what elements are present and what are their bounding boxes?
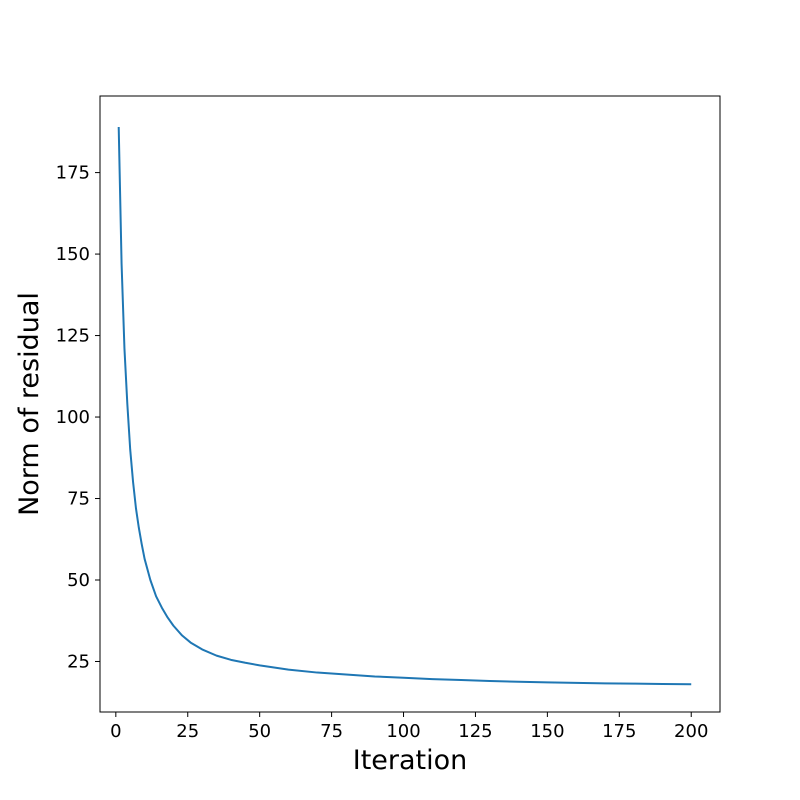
y-axis: 25 50 75 100 125 150 175 [56,163,100,672]
y-tick-label: 25 [67,651,90,672]
y-tick-label: 125 [56,326,90,347]
y-tick-label: 175 [56,163,90,184]
x-tick-label: 150 [530,721,564,742]
x-tick-label: 200 [674,721,708,742]
x-tick-label: 0 [110,721,121,742]
y-tick-label: 100 [56,407,90,428]
x-tick-label: 100 [386,721,420,742]
x-tick-label: 75 [320,721,343,742]
plot-area [100,96,720,712]
plot-frame [99,95,721,713]
x-tick-label: 175 [602,721,636,742]
y-tick-label: 50 [67,570,90,591]
x-tick-label: 125 [458,721,492,742]
y-tick-label: 150 [56,244,90,265]
x-tick-label: 50 [248,721,271,742]
y-tick-label: 75 [67,489,90,510]
x-axis: 0 25 50 75 100 125 150 175 200 [110,712,708,742]
x-tick-label: 25 [176,721,199,742]
series-layer [117,126,692,686]
x-axis-title: Iteration [353,745,468,776]
y-axis-title: Norm of residual [14,292,45,516]
residual-series-line [117,126,692,686]
